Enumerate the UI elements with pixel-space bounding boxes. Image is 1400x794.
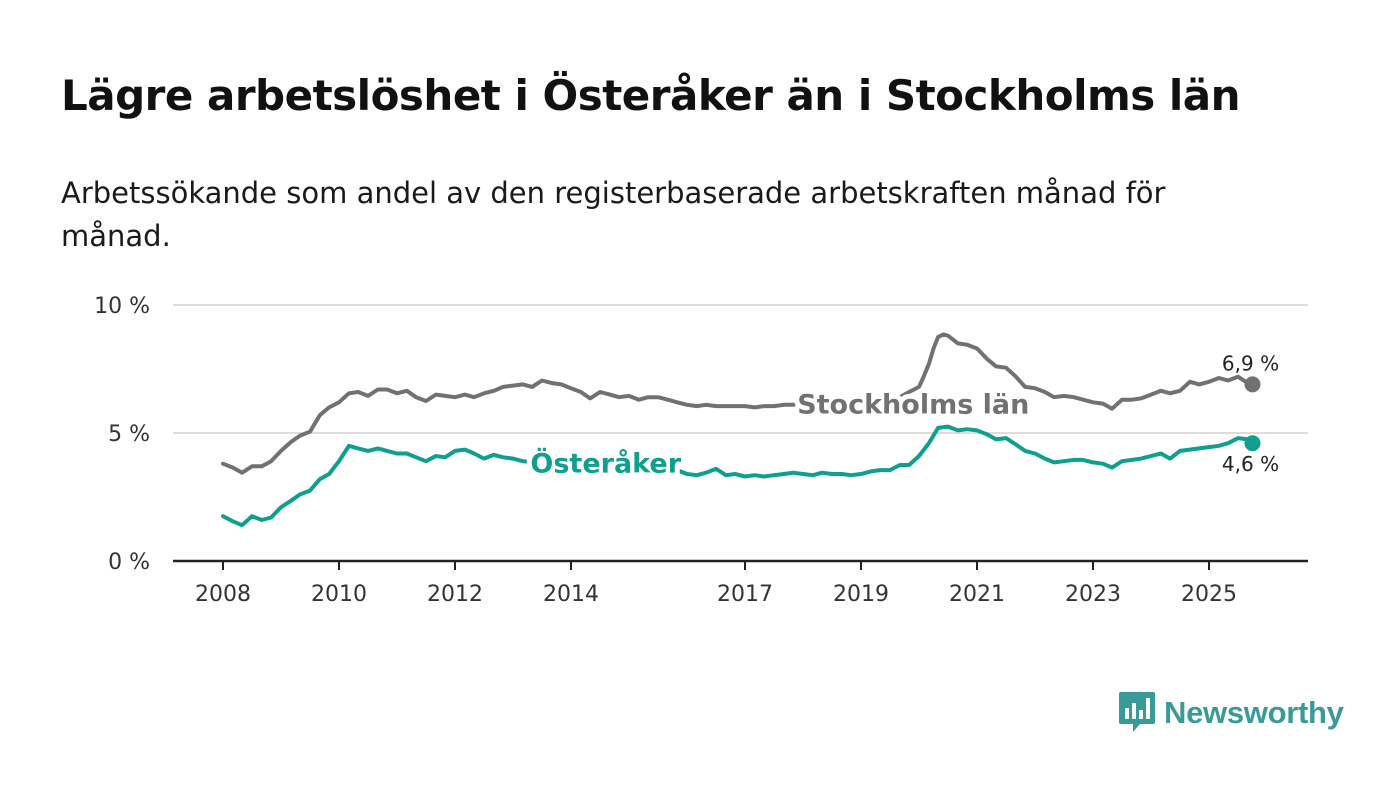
x-tick-label: 2008	[195, 582, 251, 607]
series-end-dot	[1244, 435, 1261, 452]
y-tick-label: 10 %	[94, 294, 150, 319]
x-tick-label: 2023	[1065, 582, 1121, 607]
x-tick-label: 2019	[833, 582, 889, 607]
newsworthy-logo[interactable]: Newsworthy	[1118, 690, 1344, 736]
series-line-osteraker	[221, 424, 1255, 528]
chart-title: Lägre arbetslöshet i Österåker än i Stoc…	[61, 71, 1241, 120]
x-tick-label: 2021	[949, 582, 1005, 607]
x-tick-label: 2025	[1181, 582, 1237, 607]
series-end-value-label: 6,9 %	[1222, 351, 1279, 375]
x-tick-label: 2017	[717, 582, 773, 607]
series-name-label: Stockholms län	[797, 390, 1029, 421]
x-axis	[173, 559, 1308, 570]
bar-chart-bubble-icon	[1119, 692, 1155, 732]
x-tick-label: 2010	[311, 582, 367, 607]
y-tick-label: 5 %	[108, 422, 150, 447]
brand-name: Newsworthy	[1164, 695, 1344, 730]
y-tick-label: 0 %	[108, 550, 150, 575]
chart-subtitle: Arbetssökande som andel av den registerb…	[61, 176, 1166, 253]
x-tick-label: 2012	[427, 582, 483, 607]
grid-lines	[173, 304, 1308, 434]
series-lines	[221, 332, 1261, 528]
series-name-label: Österåker	[530, 446, 681, 479]
series-line-stockholms-lan	[221, 332, 1255, 475]
x-tick-label: 2014	[543, 582, 599, 607]
labels: 0 % 5 % 10 % 6,9 % Stockholms län 4,6 % Österå…	[94, 294, 1279, 607]
series-end-dot	[1244, 376, 1261, 393]
series-end-value-label: 4,6 %	[1222, 452, 1279, 476]
